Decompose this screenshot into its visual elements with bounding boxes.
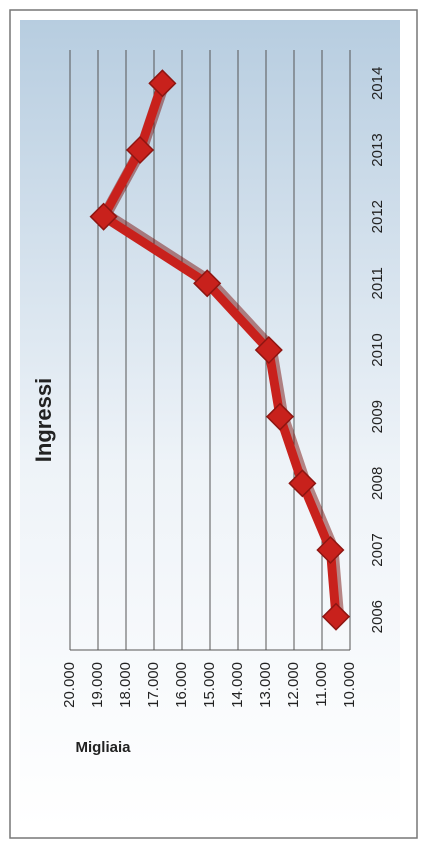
marker xyxy=(148,69,177,98)
x-tick-label: 2011 xyxy=(369,267,386,299)
y-tick-label: 16.000 xyxy=(173,662,190,708)
x-tick-label: 2009 xyxy=(369,400,386,433)
marker xyxy=(288,469,317,498)
y-tick-label: 11.000 xyxy=(313,662,330,707)
chart-title: Ingressi xyxy=(31,378,56,462)
x-tick-label: 2012 xyxy=(369,200,386,233)
marker xyxy=(254,335,283,365)
y-tick-label: 15.000 xyxy=(201,662,218,708)
marker xyxy=(125,135,155,165)
y-tick-label: 13.000 xyxy=(257,662,274,708)
y-tick-label: 19.000 xyxy=(89,662,106,708)
y-tick-label: 20.000 xyxy=(61,662,78,708)
x-tick-label: 2013 xyxy=(369,133,386,166)
x-tick-label: 2014 xyxy=(369,67,386,100)
x-tick-label: 2007 xyxy=(369,533,386,566)
y-tick-label: 10.000 xyxy=(341,662,358,708)
x-tick-label: 2008 xyxy=(369,467,386,500)
y-tick-label: 12.000 xyxy=(285,662,302,708)
x-tick-label: 2010 xyxy=(369,333,386,366)
rotated-chart: Ingressi Migliaia 10.000 11.000 12.000 13.0… xyxy=(20,20,400,828)
y-axis-label: Migliaia xyxy=(75,739,131,756)
y-tick-label: 18.000 xyxy=(117,662,134,708)
marker xyxy=(89,202,118,231)
x-tick-label: 2006 xyxy=(369,600,386,633)
marker xyxy=(316,535,345,565)
marker xyxy=(321,602,351,631)
y-tick-label: 14.000 xyxy=(229,662,246,708)
marker xyxy=(193,269,222,298)
marker xyxy=(265,402,295,431)
y-tick-label: 17.000 xyxy=(145,662,162,708)
